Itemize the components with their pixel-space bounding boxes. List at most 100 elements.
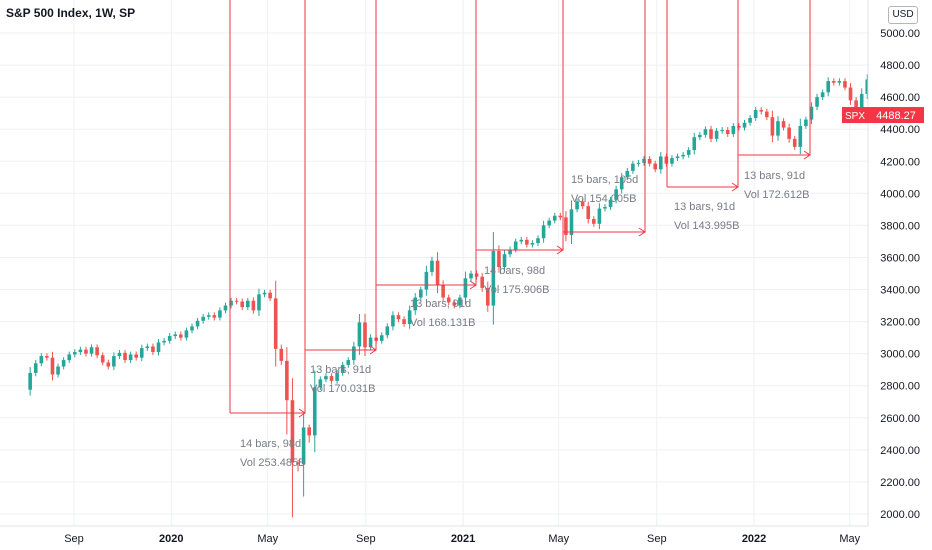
candle-body <box>419 289 423 298</box>
candle-body <box>681 154 685 157</box>
candle-body <box>173 334 178 337</box>
candle-body <box>285 360 289 401</box>
measure-bars-label: 13 bars, 91d <box>674 201 735 213</box>
measure-arrow-head <box>803 150 811 160</box>
grid-lines <box>0 0 868 526</box>
candle-body <box>385 326 390 336</box>
candle-body <box>731 125 736 135</box>
symbol-badge <box>842 107 869 124</box>
time-tick-label: 2022 <box>742 533 766 545</box>
candle-body <box>89 347 94 354</box>
measure-volume-label: Vol 168.131B <box>410 317 475 329</box>
candle-body <box>458 297 462 306</box>
candle-body <box>709 129 713 139</box>
candle-body <box>430 260 434 272</box>
candle-body <box>134 354 138 358</box>
candle-body <box>179 334 183 338</box>
candle-body <box>435 260 440 285</box>
measure-volume-label: Vol 253.485B <box>240 457 305 469</box>
candle-body <box>865 79 870 94</box>
candle-body <box>424 271 429 290</box>
candle-body <box>592 218 596 224</box>
candle-body <box>804 119 808 126</box>
candle-body <box>603 206 607 209</box>
candle-body <box>608 199 613 207</box>
candle-body <box>586 206 591 219</box>
candle-body <box>737 125 741 128</box>
candle-body <box>597 208 602 224</box>
measure-arrow-head <box>638 227 646 237</box>
price-tick-label: 4000.00 <box>880 188 920 200</box>
candlestick-series <box>28 64 931 518</box>
candle-body <box>156 342 161 353</box>
candle-body <box>251 300 256 311</box>
candle-body <box>552 215 557 221</box>
candle-body <box>625 170 630 178</box>
candle-body <box>748 117 752 123</box>
measure-bars-label: 13 bars, 91d <box>310 364 371 376</box>
candle-body <box>167 336 172 341</box>
candle-body <box>474 273 479 277</box>
candle-body <box>290 400 295 463</box>
candle-body <box>72 352 77 355</box>
measure-arrow-head <box>556 245 564 255</box>
price-tick-label: 4800.00 <box>880 60 920 72</box>
candle-body <box>831 81 836 83</box>
price-tick-label: 3400.00 <box>880 285 920 297</box>
candle-body <box>670 158 674 164</box>
candle-body <box>112 356 116 367</box>
currency-badge[interactable]: USD <box>888 6 918 24</box>
candle-body <box>257 294 261 311</box>
candle-body <box>218 310 222 318</box>
candle-body <box>536 238 540 244</box>
candle-body <box>781 121 786 128</box>
candle-body <box>826 81 831 93</box>
candle-body <box>809 106 814 120</box>
candle-body <box>296 462 300 465</box>
price-axis[interactable]: 2000.00 2200.00 2400.00 2600.00 2800.00 3000.… <box>867 0 932 550</box>
candle-body <box>229 300 233 306</box>
price-tick-label: 3800.00 <box>880 220 920 232</box>
candle-body <box>223 305 228 311</box>
candle-body <box>139 348 144 358</box>
candle-body <box>547 220 551 226</box>
candle-body <box>497 251 501 268</box>
measure-bars-label: 14 bars, 98d <box>484 265 545 277</box>
candle-body <box>379 335 384 341</box>
candle-body <box>318 379 323 388</box>
candle-body <box>212 315 217 318</box>
time-tick-label: 2021 <box>451 533 475 545</box>
candle-body <box>452 302 457 306</box>
candle-body <box>664 156 669 164</box>
candle-body <box>61 360 66 367</box>
candle-body <box>268 292 272 299</box>
candle-body <box>84 349 88 354</box>
candle-body <box>502 254 507 268</box>
candle-body <box>525 239 529 245</box>
candle-body <box>692 137 697 151</box>
price-tick-label: 2400.00 <box>880 445 920 457</box>
candle-body <box>653 163 658 170</box>
candle-body <box>765 111 769 118</box>
measure-volume-label: Vol 154.005B <box>571 193 636 205</box>
candle-body <box>698 134 702 138</box>
candle-body <box>357 322 362 347</box>
candle-body <box>485 287 490 306</box>
candle-body <box>770 117 775 136</box>
candle-body <box>820 92 825 98</box>
candle-body <box>201 316 205 321</box>
time-tick-label: 2020 <box>159 533 183 545</box>
measure-volume-label: Vol 143.995B <box>674 220 739 232</box>
candle-body <box>508 249 512 255</box>
candle-body <box>396 315 401 320</box>
candle-body <box>301 427 306 465</box>
candle-body <box>123 352 127 361</box>
measure-arrow-head <box>298 408 306 418</box>
time-tick-label: May <box>839 533 860 545</box>
time-axis[interactable]: Sep 2020 May Sep 2021 May Sep 2022 May <box>0 525 868 545</box>
candle-body <box>162 340 166 343</box>
candle-body <box>792 138 797 147</box>
candle-body <box>541 225 546 239</box>
last-price-label: SPX 4488.27 <box>842 107 924 124</box>
